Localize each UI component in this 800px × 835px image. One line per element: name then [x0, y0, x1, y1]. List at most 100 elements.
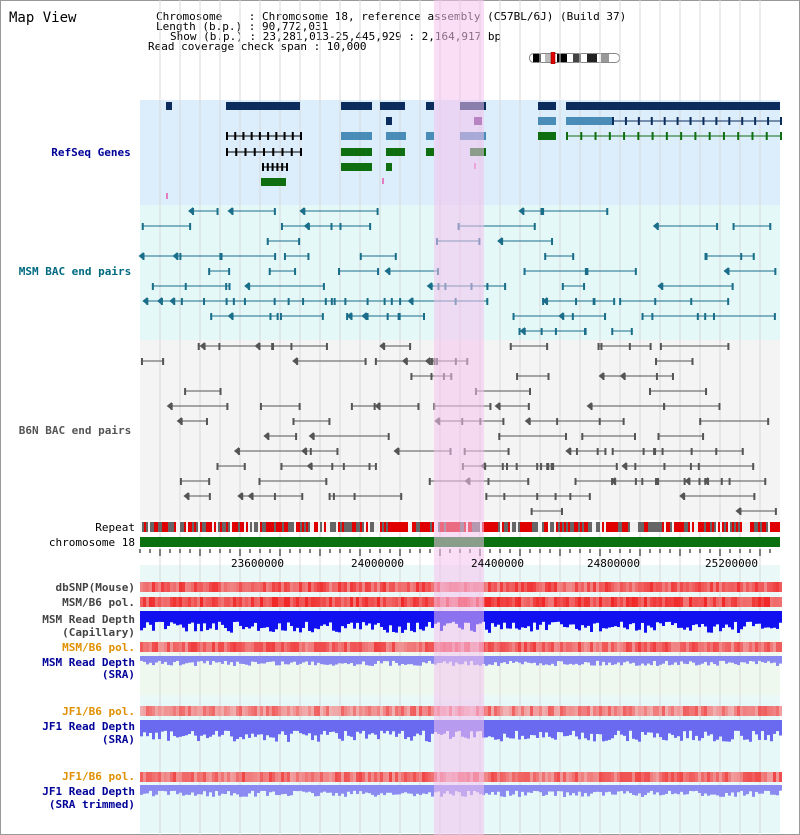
polymorphism-cell — [683, 582, 686, 592]
polymorphism-cell — [557, 706, 560, 716]
polymorphism-cell — [584, 642, 587, 652]
polymorphism-cell — [404, 706, 407, 716]
track-label-chromosome[interactable]: chromosome 18 — [48, 536, 135, 549]
msm-depth-capillary-bar — [767, 611, 770, 628]
repeat-segment — [322, 522, 324, 532]
jf1-depth-trim-bar — [374, 785, 377, 797]
b6n-bac-pair-end — [410, 373, 413, 380]
track-label-msm-depth-cap[interactable]: MSM Read Depth — [42, 613, 135, 626]
msm-depth-capillary-bar — [353, 611, 356, 629]
polymorphism-cell — [557, 582, 560, 592]
polymorphism-cell — [296, 597, 299, 607]
polymorphism-cell — [494, 772, 497, 782]
polymorphism-cell — [707, 772, 710, 782]
b6n-bac-pair-arrow — [308, 432, 314, 440]
polymorphism-cell — [146, 582, 149, 592]
polymorphism-cell — [197, 706, 200, 716]
b6n-bac-pair-arrow — [621, 462, 627, 470]
jf1-depth-sra-bar — [716, 720, 719, 740]
jf1-depth-trim-bar — [365, 785, 368, 793]
msm-depth-capillary-bar — [368, 611, 371, 624]
track-label-jf1-b6-pol-1[interactable]: JF1/B6 pol. — [62, 705, 135, 718]
polymorphism-cell — [338, 706, 341, 716]
polymorphism-cell — [302, 597, 305, 607]
polymorphism-cell — [710, 582, 713, 592]
polymorphism-cell — [587, 597, 590, 607]
polymorphism-cell — [158, 597, 161, 607]
jf1-depth-trim-bar — [311, 785, 314, 794]
jf1-depth-trim-bar — [755, 785, 758, 792]
msm-depth-capillary-bar — [725, 611, 728, 625]
polymorphism-cell — [713, 772, 716, 782]
polymorphism-cell — [308, 772, 311, 782]
polymorphism-cell — [245, 582, 248, 592]
polymorphism-cell — [683, 772, 686, 782]
track-label-repeat[interactable]: Repeat — [95, 521, 135, 534]
polymorphism-cell — [176, 772, 179, 782]
jf1-depth-sra-bar — [338, 720, 341, 739]
msm-depth-sra-bar — [635, 656, 638, 666]
polymorphism-cell — [272, 582, 275, 592]
track-label-msm-b6-pol-1[interactable]: MSM/B6 pol. — [62, 596, 135, 609]
repeat-segment — [752, 522, 754, 532]
track-label-jf1-depth-sra[interactable]: JF1 Read Depth — [42, 720, 135, 733]
polymorphism-cell — [617, 582, 620, 592]
msm-bac-pair-end — [561, 283, 564, 290]
track-label-jf1-depth-trim[interactable]: JF1 Read Depth — [42, 785, 135, 798]
track-label-msm-b6-pol-2[interactable]: MSM/B6 pol. — [62, 641, 135, 654]
polymorphism-cell — [278, 597, 281, 607]
track-label-msm-depth-sra[interactable]: MSM Read Depth — [42, 656, 135, 669]
track-label-dbsnp[interactable]: dbSNP(Mouse) — [55, 581, 135, 594]
jf1-depth-trim-bar — [587, 785, 590, 797]
track-label-refseq[interactable]: RefSeq Genes — [51, 146, 131, 159]
polymorphism-cell — [338, 582, 341, 592]
polymorphism-cell — [173, 597, 176, 607]
polymorphism-cell — [515, 642, 518, 652]
jf1-depth-trim-bar — [767, 785, 770, 791]
polymorphism-cell — [575, 706, 578, 716]
msm-depth-sra-bar — [587, 656, 590, 663]
msm-depth-capillary-bar — [239, 611, 242, 626]
polymorphism-cell — [758, 706, 761, 716]
msm-depth-capillary-bar — [350, 611, 353, 623]
msm-depth-sra-bar — [275, 656, 278, 666]
jf1-depth-trim-bar — [689, 785, 692, 791]
track-label-jf1-b6-pol-2[interactable]: JF1/B6 pol. — [62, 770, 135, 783]
msm-depth-capillary-bar — [359, 611, 362, 630]
b6n-bac-pair-end — [657, 433, 660, 440]
jf1-depth-sra-bar — [419, 720, 422, 736]
polymorphism-cell — [755, 597, 758, 607]
jf1-depth-sra-bar — [311, 720, 314, 741]
polymorphism-cell — [395, 706, 398, 716]
b6n-bac-pair-end — [671, 373, 674, 380]
polymorphism-cell — [152, 772, 155, 782]
polymorphism-cell — [386, 597, 389, 607]
polymorphism-cell — [245, 706, 248, 716]
polymorphism-cell — [746, 706, 749, 716]
jf1-depth-trim-bar — [641, 785, 644, 797]
polymorphism-cell — [167, 642, 170, 652]
repeat-segment — [760, 522, 762, 532]
jf1-depth-sra-bar — [323, 720, 326, 731]
repeat-segment — [214, 522, 216, 532]
repeat-segment — [288, 522, 290, 532]
track-label-b6n-bac[interactable]: B6N BAC end pairs — [18, 424, 132, 437]
msm-depth-sra-bar — [527, 656, 530, 663]
polymorphism-cell — [554, 642, 557, 652]
gene-feature — [386, 132, 406, 140]
jf1-depth-trim-bar — [596, 785, 599, 792]
gene-exon — [262, 163, 264, 171]
polymorphism-cell — [497, 772, 500, 782]
polymorphism-cell — [599, 642, 602, 652]
polymorphism-cell — [620, 772, 623, 782]
repeat-segment — [682, 522, 684, 532]
jf1-depth-sra-bar — [218, 720, 221, 737]
b6n-bac-pair-arrow — [292, 357, 298, 365]
polymorphism-cell — [527, 642, 530, 652]
repeat-segment — [526, 522, 528, 532]
repeat-segment — [498, 522, 500, 532]
polymorphism-cell — [353, 772, 356, 782]
track-label-msm-bac[interactable]: MSM BAC end pairs — [18, 265, 132, 278]
jf1-depth-sra-bar — [257, 720, 260, 735]
